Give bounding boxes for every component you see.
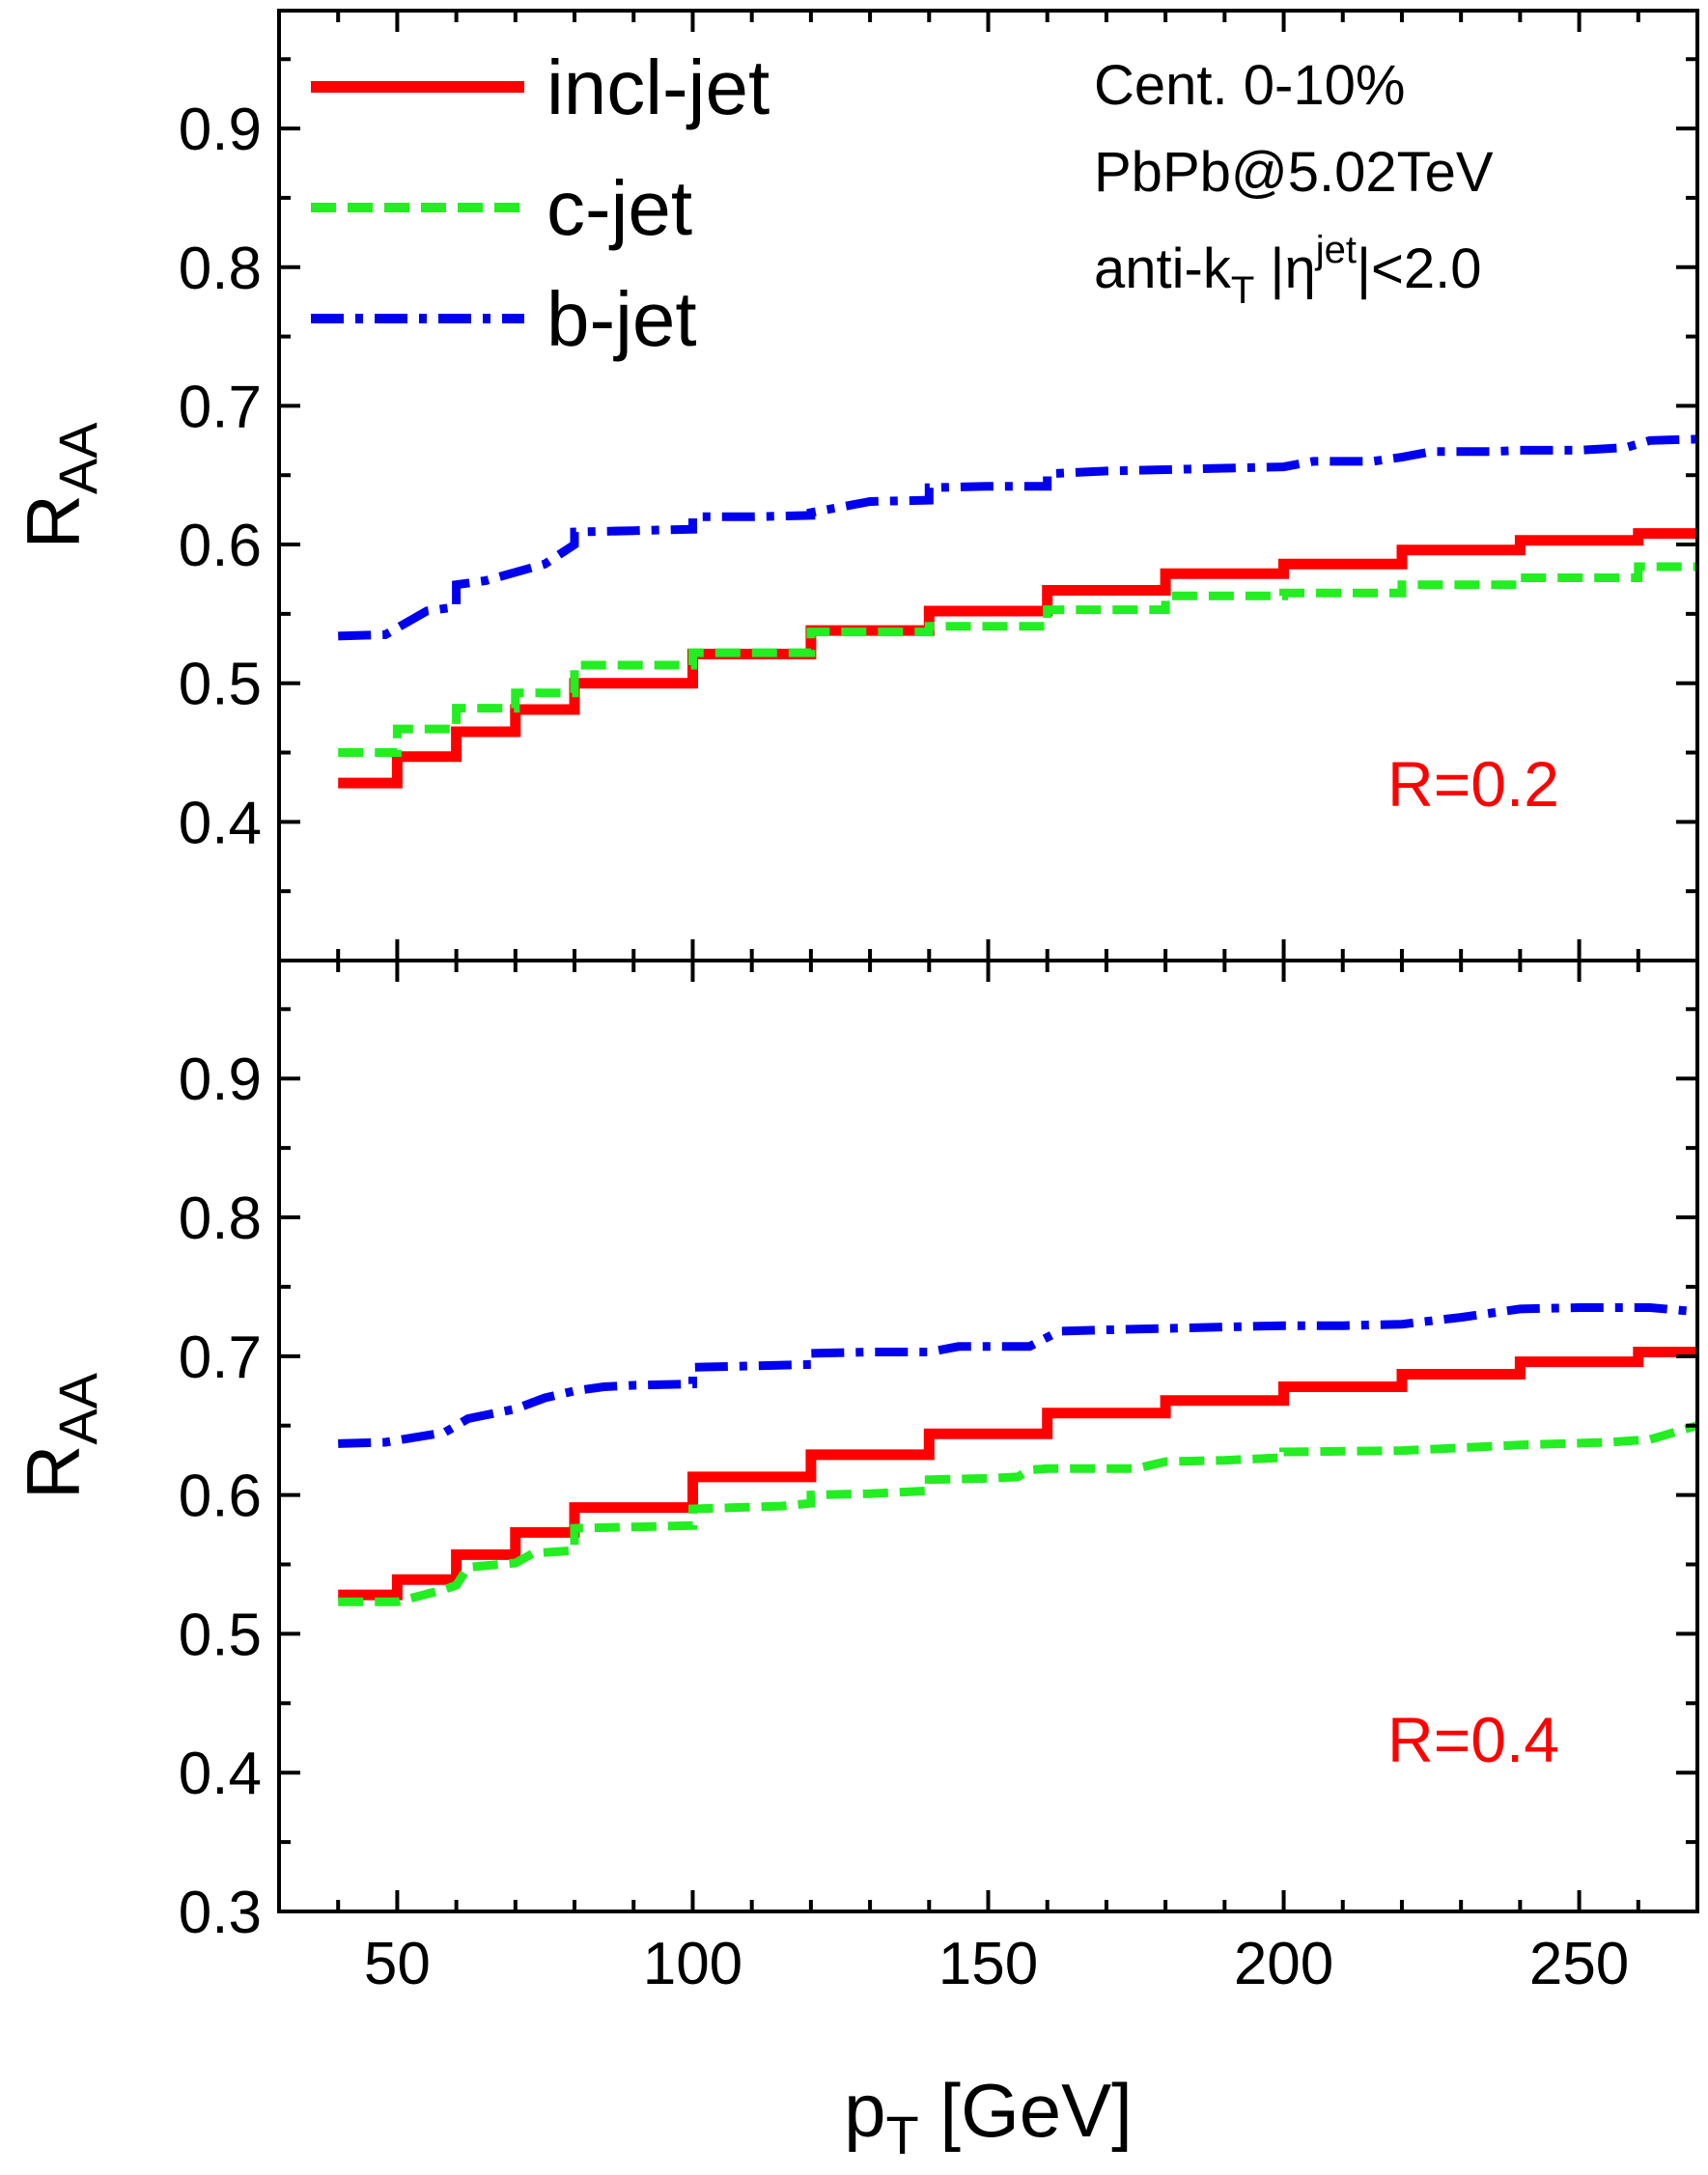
series-line-b-jet [338, 1303, 1698, 1448]
y-tick-label: 0.5 [179, 652, 262, 718]
y-tick-label: 0.8 [179, 236, 262, 302]
y-tick-label: 0.4 [179, 790, 262, 856]
annotation: Cent. 0-10% PbPb@5.02TeV anti-kT |ηjet|<2.… [1094, 54, 1494, 312]
series-line-c-jet [338, 562, 1697, 757]
y-tick-label: 0.5 [179, 1602, 262, 1668]
annotation-eta-sup: jet [1315, 229, 1357, 271]
annotation-algo: anti-k [1094, 237, 1232, 300]
panel-bottom: 0.3 0.4 0.5 0.6 0.7 0.8 0.9 50 100 150 200 250 RAA R=… [11, 959, 1699, 1997]
y-axis-title-sub: AA [47, 422, 108, 494]
series-line-incl-jet [338, 1347, 1697, 1601]
y-axis-title-main: R [11, 494, 96, 548]
y-axis-title-main: R [11, 1445, 96, 1499]
y-tick-label: 0.9 [179, 97, 262, 163]
legend-label-b-jet: b-jet [546, 276, 697, 362]
x-tick-label: 150 [938, 1931, 1038, 1997]
panel-label: R=0.4 [1387, 1704, 1559, 1775]
annotation-cuts: anti-kT |ηjet|<2.0 [1094, 229, 1482, 312]
y-tick-label: 0.7 [179, 374, 262, 440]
x-axis-title-text: pT [GeV] [844, 2068, 1133, 2165]
x-tick-label: 200 [1234, 1931, 1333, 1997]
y-axis-title: RAA [11, 1372, 108, 1499]
series-line-incl-jet [338, 528, 1697, 789]
series-line-c-jet [338, 1421, 1699, 1606]
legend-label-c-jet: c-jet [546, 165, 692, 251]
legend: incl-jet c-jet b-jet [311, 44, 770, 362]
annotation-cut: |<2.0 [1357, 237, 1482, 300]
x-tick-label: 100 [643, 1931, 742, 1997]
x-axis-title: pT [GeV] [844, 2068, 1133, 2165]
panel-label: R=0.2 [1387, 748, 1559, 820]
y-tick-label: 0.9 [179, 1046, 262, 1113]
x-axis-title-unit: [GeV] [919, 2068, 1133, 2153]
legend-label-incl-jet: incl-jet [546, 44, 770, 130]
x-tick-label: 250 [1529, 1931, 1629, 1997]
y-axis-title: RAA [11, 422, 108, 549]
y-axis-title-sub: AA [47, 1372, 108, 1444]
annotation-eta: |η [1254, 237, 1315, 300]
series-line-b-jet [338, 434, 1698, 641]
x-tick-label: 50 [364, 1931, 431, 1997]
annotation-algo-sub: T [1231, 269, 1254, 312]
panel-top: 0.4 0.5 0.6 0.7 0.8 0.9 RAA R=0.2 incl-jet c-jet b… [11, 9, 1699, 962]
annotation-system: PbPb@5.02TeV [1094, 141, 1494, 204]
annotation-centrality: Cent. 0-10% [1094, 54, 1405, 117]
y-tick-label: 0.6 [179, 513, 262, 579]
y-tick-label: 0.4 [179, 1741, 262, 1807]
x-axis-title-main: p [844, 2068, 885, 2153]
y-tick-label: 0.3 [179, 1880, 262, 1946]
y-tick-label: 0.7 [179, 1325, 262, 1391]
y-tick-label: 0.6 [179, 1464, 262, 1530]
x-axis-title-sub: T [886, 2105, 919, 2165]
y-tick-label: 0.8 [179, 1185, 262, 1252]
